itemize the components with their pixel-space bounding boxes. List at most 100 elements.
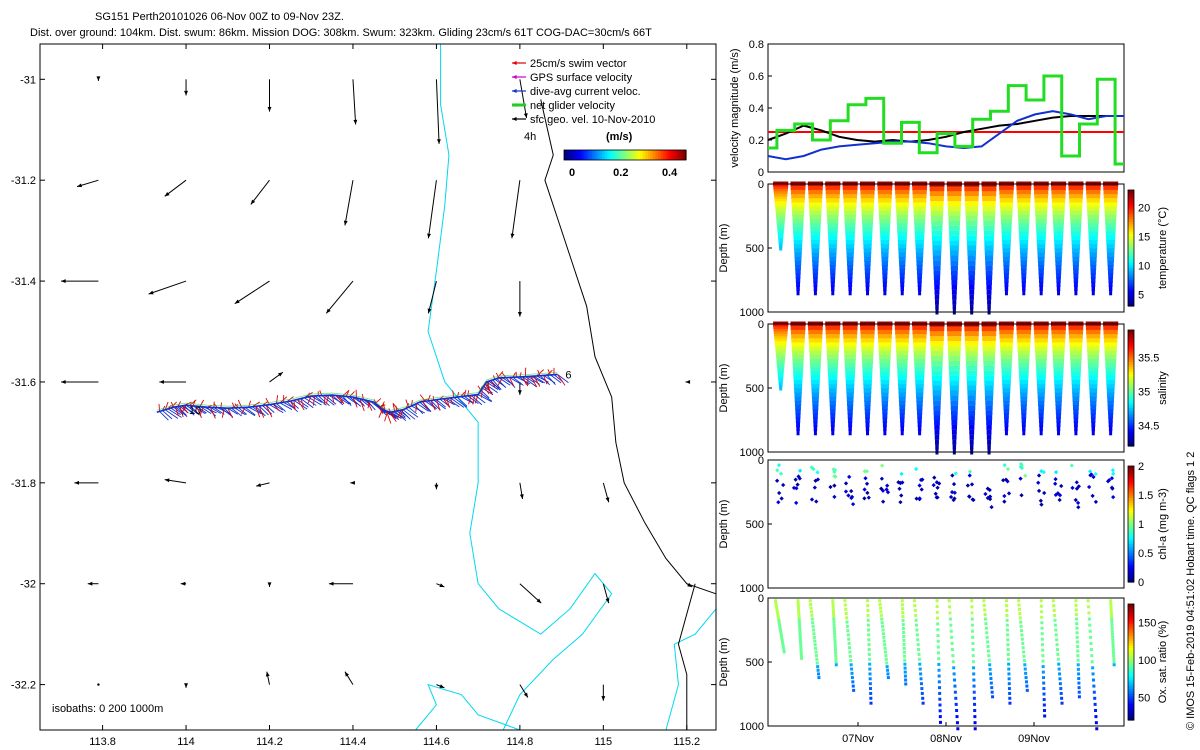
salinity-section-cell bbox=[883, 426, 887, 432]
salinity-section-cell bbox=[915, 375, 925, 381]
speed-colorbar-swatch bbox=[586, 150, 591, 160]
temperature-section-y-tick-label: 0 bbox=[758, 179, 764, 191]
oxygen-section-point bbox=[814, 650, 818, 654]
salinity-section-cell bbox=[826, 342, 840, 348]
temperature-section-cell bbox=[898, 244, 907, 250]
oxygen-section-point bbox=[1086, 599, 1090, 603]
salinity-section-cell bbox=[898, 392, 906, 398]
swim-vector bbox=[397, 409, 402, 419]
chla-section-colorbar-swatch bbox=[1128, 487, 1134, 491]
dac-vector bbox=[498, 377, 511, 386]
oxygen-section-point bbox=[1075, 626, 1079, 630]
temperature-section-cell bbox=[1073, 277, 1079, 283]
chla-section-colorbar-swatch bbox=[1128, 497, 1134, 501]
temperature-section-cell bbox=[1001, 235, 1011, 241]
salinity-section-cell bbox=[808, 338, 823, 344]
salinity-section-cell bbox=[932, 385, 942, 391]
oxygen-section-colorbar-swatch bbox=[1128, 707, 1134, 711]
salinity-section-cell bbox=[1000, 359, 1012, 365]
dac-vector bbox=[512, 376, 524, 386]
temperature-section-cell bbox=[881, 248, 889, 254]
oxygen-section-point bbox=[867, 638, 871, 642]
dac-vector bbox=[335, 395, 350, 405]
salinity-section-cell bbox=[949, 380, 960, 386]
temperature-section-cell bbox=[899, 265, 906, 271]
oxygen-section-point bbox=[814, 654, 818, 658]
temperature-section-cell bbox=[1052, 206, 1065, 212]
temperature-section-cell bbox=[808, 198, 823, 204]
oxygen-section-point bbox=[809, 610, 813, 614]
oxygen-section-point bbox=[1053, 623, 1057, 627]
oxygen-section-point bbox=[775, 606, 779, 610]
oxygen-section-point bbox=[1055, 638, 1059, 642]
salinity-section-cell bbox=[1039, 426, 1043, 432]
temperature-section-cell bbox=[899, 269, 905, 275]
chla-section-point bbox=[775, 478, 780, 483]
temperature-section-cell bbox=[848, 281, 853, 287]
oxygen-section-point bbox=[938, 697, 942, 701]
oxygen-section-cbar-tick-label: 50 bbox=[1138, 693, 1150, 705]
temperature-section-cell bbox=[1001, 223, 1012, 229]
salinity-section-cell bbox=[969, 429, 975, 435]
oxygen-section-colorbar-swatch bbox=[1128, 611, 1134, 615]
temperature-section-cell bbox=[828, 248, 837, 254]
chla-section-point bbox=[865, 490, 870, 495]
oxygen-section-point bbox=[971, 654, 975, 658]
temperature-section-cell bbox=[847, 265, 854, 271]
temperature-section-cell bbox=[1037, 244, 1046, 250]
temperature-section-colorbar-swatch bbox=[1128, 231, 1134, 235]
temperature-section-cell bbox=[981, 191, 997, 197]
salinity-section-cell bbox=[1038, 417, 1044, 423]
oxygen-section-point bbox=[916, 638, 920, 642]
temperature-section-cell bbox=[880, 240, 890, 246]
salinity-section-cell bbox=[930, 351, 944, 357]
oxygen-section-point bbox=[904, 678, 908, 682]
salinity-section-cell bbox=[1034, 342, 1048, 348]
temperature-section-cell bbox=[813, 286, 818, 292]
temperature-section-colorbar-swatch bbox=[1128, 216, 1134, 220]
geo-velocity-arrowhead bbox=[344, 671, 350, 677]
dac-vector bbox=[272, 403, 284, 411]
salinity-section-cell bbox=[1037, 384, 1046, 390]
oxygen-section-point bbox=[1076, 658, 1080, 662]
salinity-section-cell bbox=[793, 371, 803, 377]
chla-section-point bbox=[1076, 505, 1081, 510]
oxygen-section-point bbox=[1043, 714, 1047, 718]
chla-section-cbar-label: chl-a (mg m-3) bbox=[1157, 488, 1169, 560]
oxygen-section-point bbox=[1109, 614, 1113, 618]
salinity-section-cell bbox=[882, 417, 888, 423]
salinity-section-cell bbox=[830, 413, 836, 419]
temperature-section-cell bbox=[1039, 281, 1044, 287]
temperature-section-cell bbox=[861, 210, 874, 216]
temperature-section-cell bbox=[900, 277, 905, 283]
temperature-section-cell bbox=[1088, 227, 1099, 233]
oxygen-section-point bbox=[1076, 649, 1080, 653]
salinity-section-cell bbox=[934, 424, 940, 430]
salinity-section-cell bbox=[1034, 346, 1048, 352]
salinity-section-cell bbox=[917, 426, 922, 432]
temperature-section-cell bbox=[1072, 265, 1079, 271]
salinity-section-cell bbox=[1090, 401, 1097, 407]
coastline bbox=[677, 583, 696, 730]
oxygen-section-colorbar-swatch bbox=[1128, 606, 1134, 610]
salinity-section-cell bbox=[827, 363, 839, 369]
oxygen-section-point bbox=[1077, 695, 1081, 699]
salinity-section-cell bbox=[1016, 325, 1032, 331]
salinity-section-cell bbox=[1108, 417, 1113, 423]
temperature-section-cell bbox=[915, 244, 924, 250]
temperature-section-cell bbox=[930, 196, 944, 202]
salinity-section-cell bbox=[1054, 388, 1063, 394]
temperature-section-cell bbox=[878, 198, 892, 204]
oxygen-section-point bbox=[955, 715, 959, 719]
temperature-section-cell bbox=[809, 219, 821, 225]
oxygen-section-colorbar-swatch bbox=[1128, 625, 1134, 629]
oxygen-section-point bbox=[1008, 696, 1012, 700]
salinity-section-cell bbox=[883, 430, 887, 436]
temperature-section-cell bbox=[1087, 206, 1100, 212]
swim-vector bbox=[199, 406, 204, 416]
salinity-section-cell bbox=[899, 405, 906, 411]
oxygen-section-point bbox=[1017, 607, 1021, 611]
speed-colorbar-swatch bbox=[645, 150, 649, 160]
temperature-section-cell bbox=[897, 240, 907, 246]
temperature-section-cell bbox=[865, 277, 870, 283]
